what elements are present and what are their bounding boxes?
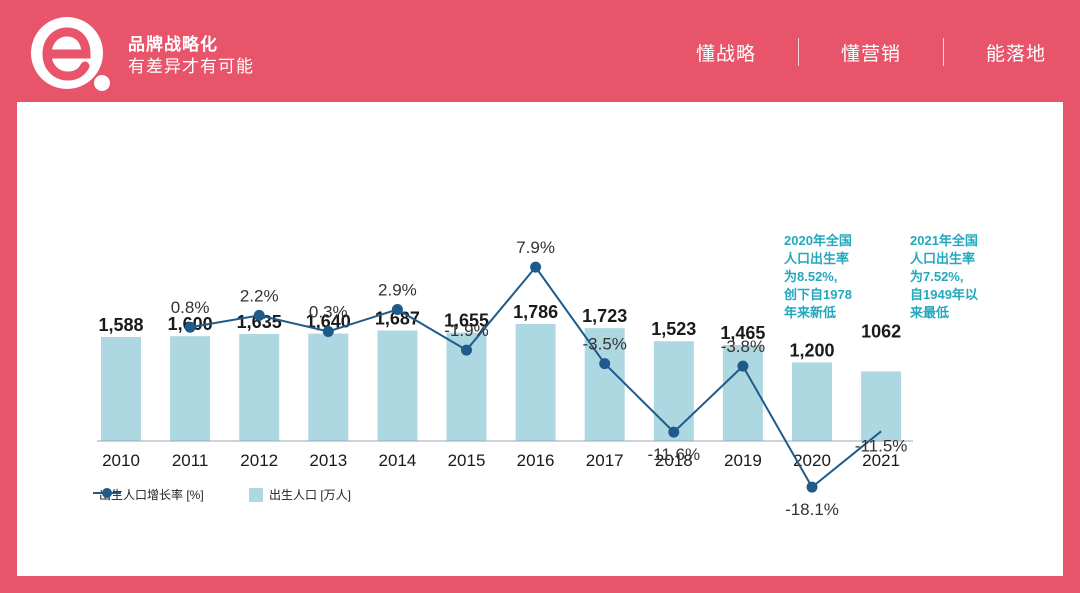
- brand-slogan: 有差异才有可能: [128, 57, 254, 76]
- annotation-2020: 2020年全国 人口出生率 为8.52%, 创下自1978 年来新低: [784, 233, 852, 320]
- nav-item-strategy[interactable]: 懂战略: [695, 43, 756, 65]
- bar-2020: [792, 362, 832, 441]
- birth-chart: 1,58820101,60020111,63520121,64020131,68…: [97, 238, 913, 519]
- nav-item-marketing[interactable]: 懂营销: [840, 43, 901, 65]
- legend-line-icon: [93, 488, 121, 498]
- bar-2017: [584, 328, 625, 441]
- bar-2010: [101, 336, 141, 441]
- bar-value-label-2010: 1,588: [98, 315, 143, 335]
- x-tick-label-2018: 2018: [655, 451, 693, 470]
- chart-panel: 1,58820101,60020111,63520121,64020131,68…: [17, 102, 1063, 576]
- bar-2018: [653, 341, 694, 441]
- bar-2021: [861, 371, 902, 441]
- bar-value-label-2018: 1,523: [651, 319, 696, 339]
- bar-value-label-2016: 1,786: [513, 302, 558, 322]
- nav-item-execution[interactable]: 能落地: [985, 43, 1046, 65]
- growth-label-2018: -11.6%: [647, 445, 700, 464]
- legend-line-label: 出生人口增长率 [%]: [99, 488, 204, 502]
- legend-bar-label: 出生人口 [万人]: [269, 488, 352, 502]
- legend-bar: 出生人口 [万人]: [249, 486, 351, 503]
- x-tick-label-2012: 2012: [240, 451, 278, 470]
- legend-bar-swatch: [249, 487, 263, 502]
- brand-logo-icon[interactable]: [30, 16, 112, 92]
- growth-point-2016: [530, 261, 542, 273]
- growth-label-2020: -18.1%: [785, 500, 839, 519]
- x-tick-label-2011: 2011: [172, 451, 209, 470]
- x-tick-label-2014: 2014: [378, 451, 416, 470]
- bar-value-label-2017: 1,723: [582, 306, 627, 326]
- nav-divider: [942, 38, 944, 66]
- bar-2013: [308, 333, 349, 441]
- growth-point-2017: [599, 358, 611, 370]
- bar-value-label-2021: 1062: [861, 321, 901, 341]
- x-tick-label-2020: 2020: [793, 451, 831, 470]
- growth-label-2016: 7.9%: [516, 238, 555, 257]
- bar-value-label-2019: 1,465: [720, 323, 765, 343]
- x-tick-label-2021: 2021: [862, 451, 900, 470]
- bar-value-label-2013: 1,640: [306, 312, 351, 332]
- bar-2014: [377, 330, 418, 441]
- growth-point-2011: [184, 321, 196, 333]
- bar-2012: [239, 333, 280, 441]
- growth-label-2011: 0.8%: [171, 298, 210, 317]
- growth-point-2013: [322, 325, 334, 337]
- growth-label-2014: 2.9%: [378, 280, 417, 299]
- growth-point-2018: [668, 426, 680, 438]
- brand-title: 品牌战略化: [128, 35, 218, 54]
- bar-2016: [515, 324, 556, 441]
- growth-label-2015: -1.9%: [444, 321, 488, 340]
- bar-2019: [722, 345, 763, 441]
- growth-label-2017: -3.5%: [582, 335, 626, 354]
- bar-2011: [170, 336, 211, 441]
- growth-label-2021: -11.5%: [855, 436, 908, 455]
- annotation-2021: 2021年全国 人口出生率 为7.52%, 自1949年以 来最低: [910, 233, 978, 320]
- x-tick-label-2013: 2013: [309, 451, 347, 470]
- x-tick-label-2015: 2015: [448, 451, 486, 470]
- growth-point-2019: [737, 360, 749, 372]
- x-tick-label-2019: 2019: [724, 451, 762, 470]
- nav-divider: [797, 38, 799, 66]
- x-tick-label-2010: 2010: [102, 451, 140, 470]
- growth-point-2012: [253, 309, 265, 321]
- growth-point-2014: [391, 303, 403, 315]
- growth-label-2013: 0.3%: [309, 302, 348, 321]
- x-tick-label-2017: 2017: [586, 451, 624, 470]
- x-tick-label-2016: 2016: [517, 451, 555, 470]
- growth-point-2015: [461, 344, 472, 356]
- growth-point-2020: [806, 481, 818, 493]
- growth-label-2019: -3.8%: [721, 337, 765, 356]
- bar-value-label-2020: 1,200: [789, 340, 834, 360]
- header: 品牌战略化 有差异才有可能 懂战略 懂营销 能落地: [0, 0, 1080, 102]
- legend-line: 出生人口增长率 [%]: [93, 486, 204, 503]
- growth-label-2012: 2.2%: [240, 286, 279, 305]
- top-nav: 懂战略 懂营销 能落地: [654, 38, 1046, 66]
- bar-value-label-2015: 1,655: [444, 311, 489, 331]
